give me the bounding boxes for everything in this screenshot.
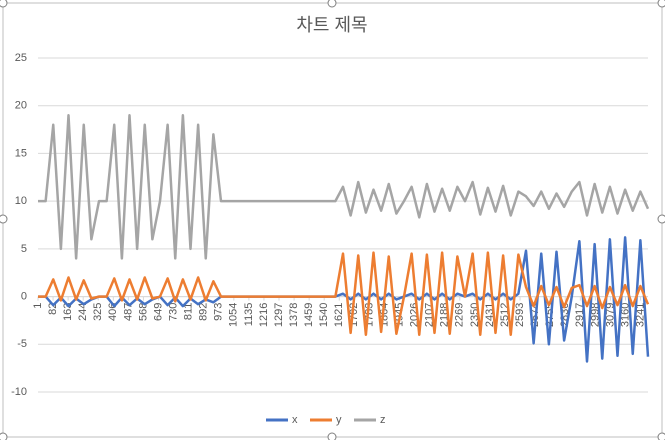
y-tick-label: -10: [11, 386, 27, 398]
x-tick-label: 487: [122, 303, 134, 321]
x-tick-label: 163: [62, 303, 74, 321]
x-tick-label: 649: [152, 303, 164, 321]
x-tick-label: 3160: [619, 303, 631, 327]
x-tick-label: 1459: [303, 303, 315, 327]
series-line: [38, 251, 650, 336]
y-tick-label: 25: [15, 52, 27, 64]
x-tick-label: 568: [137, 303, 149, 321]
x-tick-label: 892: [198, 303, 210, 321]
x-tick-label: 1135: [243, 303, 255, 327]
x-tick-label: 1621: [333, 303, 345, 327]
y-tick-label: 20: [15, 100, 27, 112]
x-tick-label: 244: [77, 303, 89, 321]
y-tick-label: 0: [21, 290, 27, 302]
x-tick-label: 2269: [454, 303, 466, 327]
x-tick-label: 406: [107, 303, 119, 321]
y-tick-label: 10: [15, 195, 27, 207]
chart-title: 차트 제목: [296, 15, 367, 35]
series-line: [38, 114, 650, 260]
x-tick-label: 1216: [258, 303, 270, 327]
series-line: [38, 236, 650, 363]
x-tick-label: 1540: [318, 303, 330, 327]
x-tick-label: 730: [167, 303, 179, 321]
x-tick-label: 811: [183, 303, 195, 321]
y-tick-label: 5: [21, 243, 27, 255]
x-tick-label: 1297: [273, 303, 285, 327]
x-tick-label: 325: [92, 303, 104, 321]
x-tick-label: 2593: [514, 303, 526, 327]
legend-label: x: [292, 414, 298, 426]
x-tick-label: 1378: [288, 303, 300, 327]
x-tick-label: 82: [47, 303, 59, 315]
legend-label: y: [336, 414, 342, 426]
y-tick-label: 15: [15, 147, 27, 159]
legend-label: z: [380, 414, 386, 426]
y-tick-label: -5: [17, 338, 27, 350]
x-tick-label: 3241: [634, 303, 646, 327]
x-tick-label: 973: [213, 303, 225, 321]
x-tick-label: 1: [32, 303, 44, 309]
x-tick-label: 1054: [228, 303, 240, 327]
